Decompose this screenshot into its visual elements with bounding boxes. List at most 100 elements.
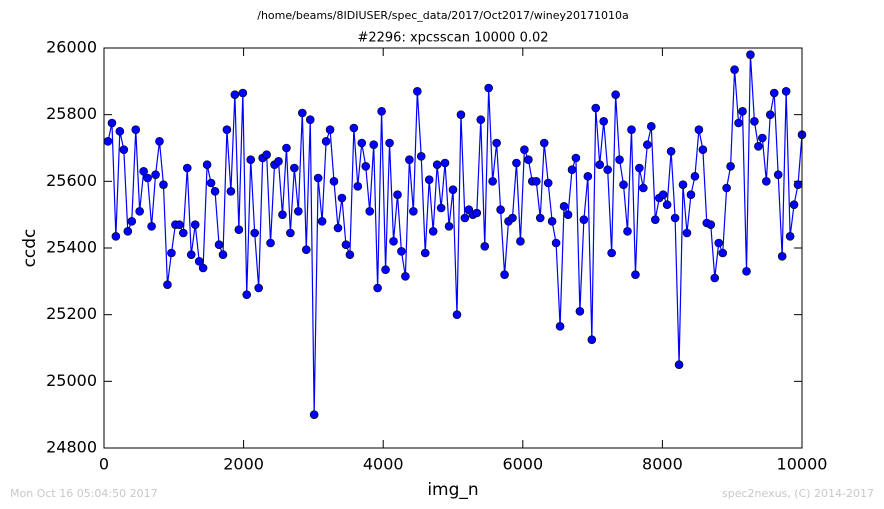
data-point [278, 210, 287, 219]
data-point [389, 237, 398, 246]
data-point [785, 232, 795, 241]
data-point [579, 215, 589, 224]
data-point [226, 187, 236, 196]
data-point [706, 220, 716, 229]
data-point [567, 165, 577, 174]
data-point [361, 162, 371, 171]
x-tick-label: 2000 [223, 455, 264, 474]
data-point [543, 178, 553, 188]
data-point [298, 108, 307, 118]
data-point [674, 360, 684, 369]
data-point [694, 125, 704, 134]
data-point [214, 240, 224, 249]
data-point [119, 145, 129, 154]
data-point [333, 223, 343, 233]
data-point [619, 180, 628, 189]
data-point [484, 83, 493, 93]
data-point [516, 237, 525, 246]
data-point [758, 133, 767, 143]
data-point [726, 162, 735, 171]
data-point [611, 90, 620, 99]
footer-left: Mon Oct 16 05:04:50 2017 [10, 487, 158, 500]
data-point [714, 238, 724, 248]
data-point [111, 232, 121, 241]
x-tick-label: 8000 [642, 455, 683, 474]
data-point [575, 307, 585, 316]
data-point [182, 163, 192, 173]
data-point [627, 125, 636, 134]
data-point [631, 270, 640, 279]
y-axis-label: ccdc [20, 229, 40, 268]
data-point [262, 150, 271, 159]
x-axis-label: img_n [427, 480, 478, 500]
data-point [127, 217, 137, 226]
data-point [416, 152, 426, 161]
data-point [186, 250, 196, 259]
data-point [666, 147, 676, 156]
data-point [690, 172, 700, 181]
data-point [405, 155, 414, 164]
data-point [424, 175, 434, 184]
data-point [167, 248, 176, 258]
y-tick-label: 25600 [46, 171, 97, 190]
data-point [773, 170, 783, 179]
data-point [658, 190, 668, 199]
data-point [357, 138, 367, 148]
data-point [718, 248, 728, 258]
x-tick-label: 4000 [363, 455, 404, 474]
data-point [397, 247, 406, 256]
data-point [436, 203, 446, 213]
x-tick-label: 6000 [502, 455, 543, 474]
data-point [282, 143, 291, 153]
data-point [472, 208, 482, 218]
chart-title: /home/beams/8IDIUSER/spec_data/2017/Oct2… [257, 9, 629, 22]
data-point [369, 140, 379, 149]
data-point [793, 180, 803, 189]
data-point [274, 157, 283, 166]
y-tick-label: 25800 [46, 104, 97, 123]
data-point [210, 187, 220, 196]
data-point [698, 145, 708, 154]
data-point [266, 238, 275, 248]
data-point [448, 185, 458, 194]
data-point [520, 145, 529, 154]
data-point [535, 213, 545, 223]
data-point [349, 123, 359, 133]
data-point [413, 87, 422, 96]
data-point [583, 172, 593, 181]
data-point [555, 322, 565, 331]
data-point [321, 137, 331, 146]
data-point [650, 215, 660, 224]
data-point [309, 410, 319, 419]
data-point [452, 310, 462, 319]
data-point [643, 140, 652, 149]
data-point [151, 170, 160, 179]
data-point [730, 65, 739, 74]
data-point [230, 90, 240, 99]
data-point [686, 190, 696, 199]
data-point [781, 87, 791, 96]
data-point [337, 193, 347, 203]
data-point [377, 107, 386, 116]
data-point [623, 227, 632, 236]
data-point [194, 257, 204, 266]
data-point [738, 107, 747, 116]
data-point [286, 228, 295, 238]
data-point [524, 155, 533, 164]
data-point [123, 227, 133, 236]
data-point [635, 163, 644, 173]
data-point [190, 220, 200, 229]
data-point [175, 220, 184, 229]
data-point [476, 115, 486, 124]
data-point [754, 142, 763, 151]
data-point [746, 50, 755, 59]
data-point [155, 137, 164, 146]
data-point [131, 125, 141, 134]
data-point [607, 248, 616, 258]
data-point [595, 160, 605, 169]
data-point [765, 110, 775, 119]
data-point [222, 125, 232, 134]
data-point [563, 210, 573, 219]
data-point [401, 272, 410, 281]
